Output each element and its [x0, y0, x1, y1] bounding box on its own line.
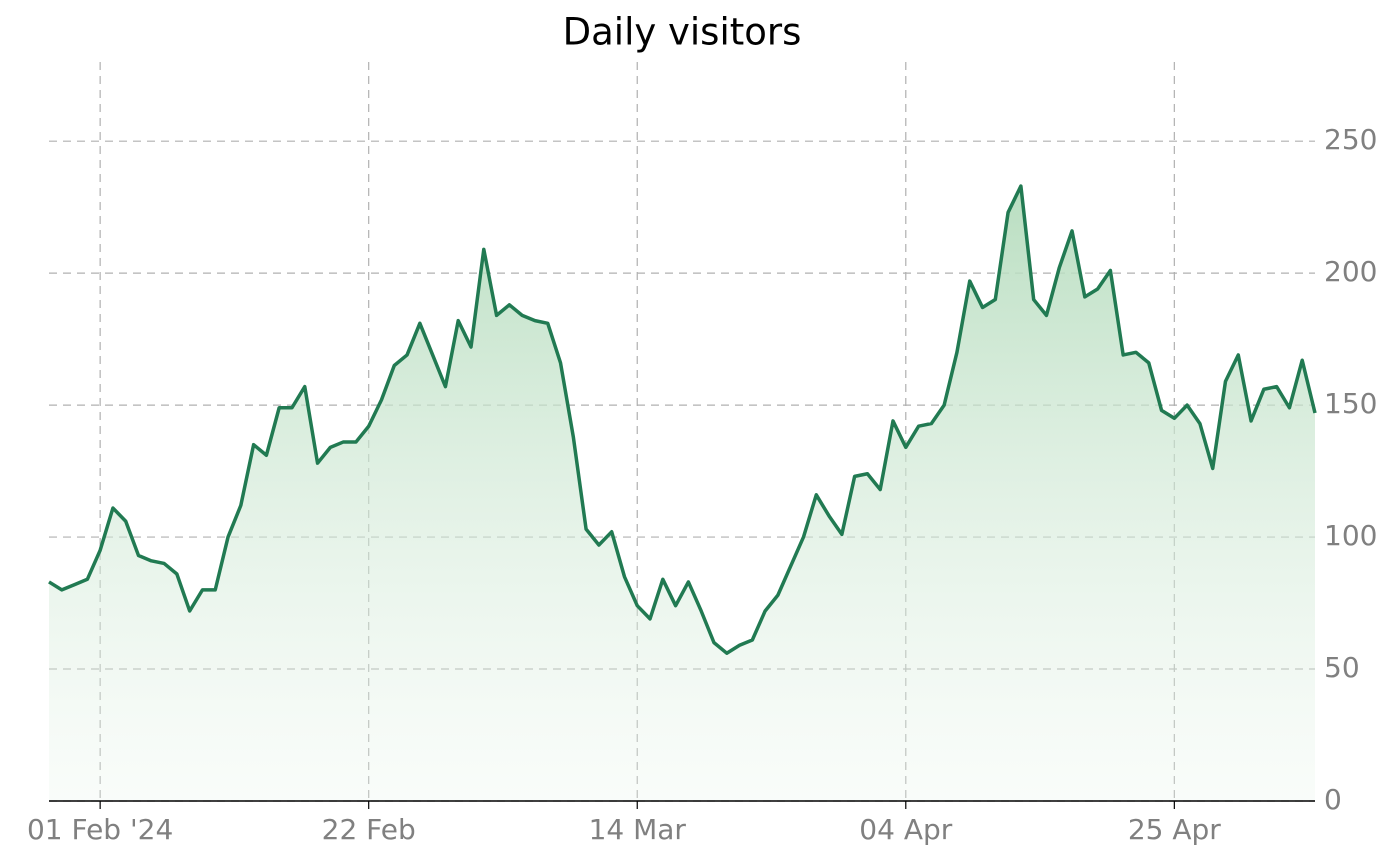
- x-tick-label: 22 Feb: [322, 813, 416, 846]
- y-tick-label: 150: [1324, 387, 1377, 420]
- x-tick-label: 14 Mar: [589, 813, 687, 846]
- y-tick-label: 200: [1324, 255, 1377, 288]
- area-fill: [49, 186, 1315, 802]
- chart-title: Daily visitors: [563, 11, 802, 54]
- y-tick-label: 100: [1324, 519, 1377, 552]
- y-tick-label: 50: [1324, 651, 1360, 684]
- x-tick-label: 04 Apr: [859, 813, 952, 846]
- y-tick-label: 0: [1324, 783, 1342, 816]
- y-tick-label: 250: [1324, 123, 1377, 156]
- x-tick-label: 01 Feb '24: [27, 813, 173, 846]
- line: [48, 184, 1317, 655]
- x-tick-label: 25 Apr: [1128, 813, 1221, 846]
